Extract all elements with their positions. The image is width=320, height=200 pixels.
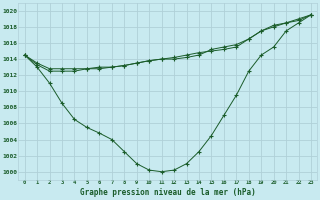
X-axis label: Graphe pression niveau de la mer (hPa): Graphe pression niveau de la mer (hPa) — [80, 188, 256, 197]
